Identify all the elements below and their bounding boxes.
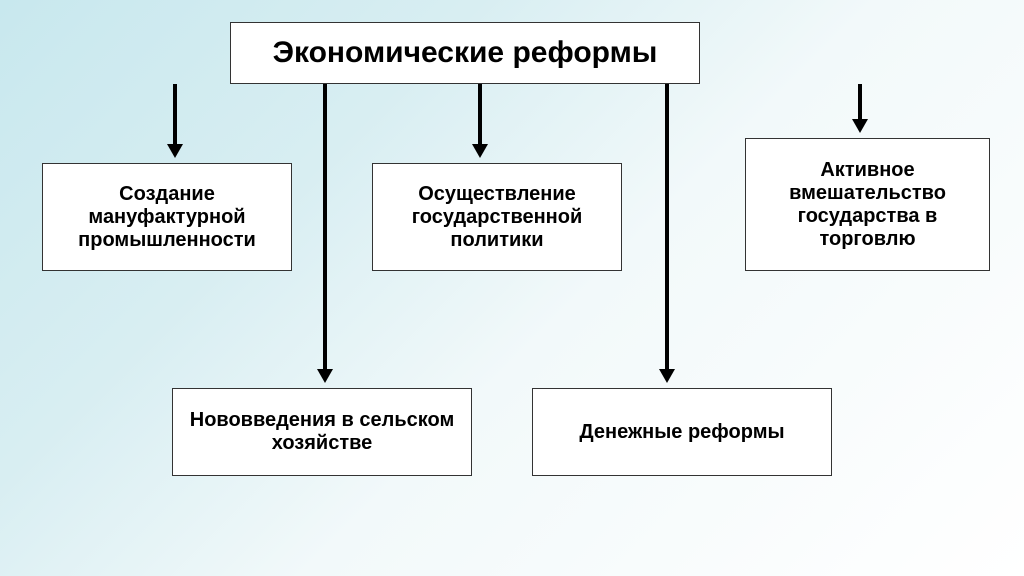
- child-box-state-policy: Осуществление государственной политики: [372, 163, 622, 271]
- arrow-line-money-reforms: [665, 84, 669, 373]
- arrow-line-agriculture: [323, 84, 327, 373]
- arrow-line-state-policy: [478, 84, 482, 148]
- title-box: Экономические реформы: [230, 22, 700, 84]
- child-text-trade-intervention: Активное вмешательство государства в тор…: [758, 159, 977, 251]
- arrow-line-trade-intervention: [858, 84, 862, 123]
- child-text-manufactory: Создание мануфактурной промышленности: [55, 183, 279, 252]
- arrow-head-money-reforms: [659, 369, 675, 383]
- child-box-money-reforms: Денежные реформы: [532, 388, 832, 476]
- child-box-trade-intervention: Активное вмешательство государства в тор…: [745, 138, 990, 271]
- child-text-agriculture: Нововведения в сельском хозяйстве: [185, 409, 459, 455]
- child-box-manufactory: Создание мануфактурной промышленности: [42, 163, 292, 271]
- arrow-head-agriculture: [317, 369, 333, 383]
- background: [0, 0, 1024, 576]
- child-text-money-reforms: Денежные реформы: [579, 421, 784, 444]
- arrow-head-trade-intervention: [852, 119, 868, 133]
- arrow-head-manufactory: [167, 144, 183, 158]
- arrow-line-manufactory: [173, 84, 177, 148]
- arrow-head-state-policy: [472, 144, 488, 158]
- child-text-state-policy: Осуществление государственной политики: [385, 183, 609, 252]
- child-box-agriculture: Нововведения в сельском хозяйстве: [172, 388, 472, 476]
- title-text: Экономические реформы: [273, 36, 658, 70]
